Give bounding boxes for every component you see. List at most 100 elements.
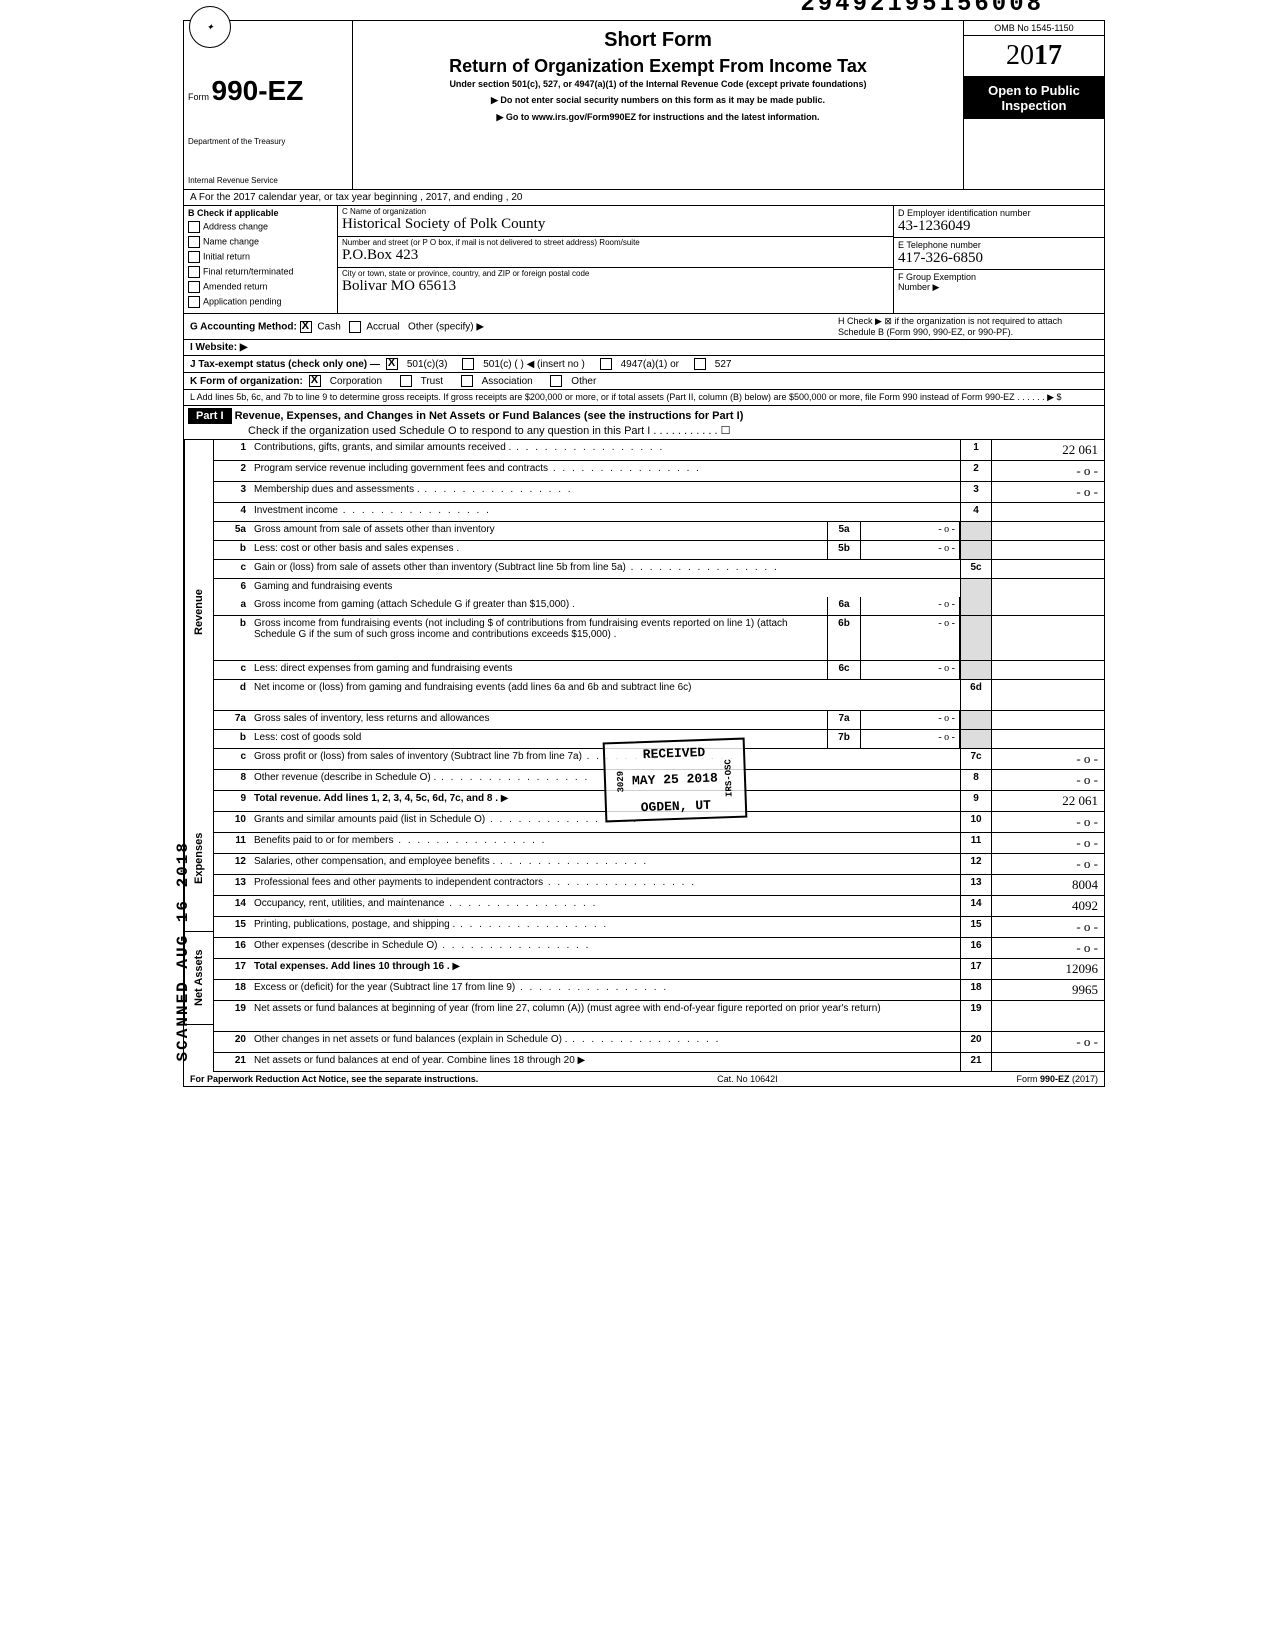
- line-4: 4Investment income4: [214, 503, 1104, 522]
- instructions-url: ▶ Go to www.irs.gov/Form990EZ for instru…: [361, 112, 955, 123]
- opt-other: Other: [571, 376, 596, 387]
- chk-4947[interactable]: [600, 358, 612, 370]
- chk-corporation[interactable]: [309, 375, 321, 387]
- form-number: 990-EZ: [212, 75, 304, 106]
- line-3: 3Membership dues and assessments .3- o -: [214, 482, 1104, 503]
- line-6b: bGross income from fundraising events (n…: [214, 616, 1104, 661]
- chk-label: Final return/terminated: [203, 266, 294, 276]
- other-label: Other (specify) ▶: [408, 321, 484, 332]
- phone-value: 417-326-6850: [898, 250, 1100, 267]
- line-12: 12Salaries, other compensation, and empl…: [214, 854, 1104, 875]
- row-j-tax-exempt: J Tax-exempt status (check only one) — 5…: [184, 356, 1104, 373]
- accounting-method: G Accounting Method: Cash Accrual Other …: [190, 321, 832, 333]
- chk-501c[interactable]: [462, 358, 474, 370]
- side-revenue: Revenue: [184, 440, 213, 785]
- irs-logo-icon: ✦: [189, 6, 231, 48]
- row-a-calendar-year: A For the 2017 calendar year, or tax yea…: [184, 190, 1104, 206]
- side-expenses: Expenses: [184, 785, 213, 932]
- org-address-value: P.O.Box 423: [342, 247, 889, 264]
- omb-number: OMB No 1545-1150: [964, 21, 1104, 36]
- opt-trust: Trust: [421, 376, 443, 387]
- form-title: Return of Organization Exempt From Incom…: [361, 56, 955, 77]
- form-word: Form: [188, 92, 209, 102]
- chk-cash[interactable]: [300, 321, 312, 333]
- g-label: G Accounting Method:: [190, 321, 297, 332]
- ein-value: 43-1236049: [898, 218, 1100, 235]
- line-6a: aGross income from gaming (attach Schedu…: [214, 597, 1104, 616]
- chk-name-change[interactable]: Name change: [188, 236, 333, 248]
- accrual-label: Accrual: [366, 321, 399, 332]
- field-label: City or town, state or province, country…: [342, 269, 889, 278]
- chk-application-pending[interactable]: Application pending: [188, 296, 333, 308]
- group-exemption-field[interactable]: F Group Exemption Number ▶: [894, 270, 1104, 298]
- header-center: Short Form Return of Organization Exempt…: [353, 21, 963, 189]
- form-label: Form 990-EZ: [188, 75, 348, 107]
- chk-final-return[interactable]: Final return/terminated: [188, 266, 333, 278]
- line-1: 1Contributions, gifts, grants, and simil…: [214, 440, 1104, 461]
- open-to-public: Open to Public Inspection: [964, 77, 1104, 119]
- org-city-field[interactable]: City or town, state or province, country…: [338, 268, 893, 298]
- field-label-2: Number ▶: [898, 282, 1100, 293]
- cash-label: Cash: [317, 321, 340, 332]
- section-c-org-info: C Name of organization Historical Societ…: [338, 206, 894, 313]
- chk-label: Initial return: [203, 251, 250, 261]
- field-label: F Group Exemption: [898, 272, 1100, 282]
- chk-association[interactable]: [461, 375, 473, 387]
- line-5a: 5aGross amount from sale of assets other…: [214, 522, 1104, 541]
- row-i-website[interactable]: I Website: ▶: [184, 340, 1104, 356]
- stamp-date: MAY 25 2018: [632, 771, 718, 789]
- opt-assoc: Association: [482, 376, 533, 387]
- part-1-check-line: Check if the organization used Schedule …: [188, 424, 1100, 437]
- chk-other-org[interactable]: [550, 375, 562, 387]
- footer-left: For Paperwork Reduction Act Notice, see …: [190, 1074, 478, 1084]
- chk-label: Application pending: [203, 296, 282, 306]
- l9-desc: Total revenue. Add lines 1, 2, 3, 4, 5c,…: [254, 793, 498, 804]
- chk-label: Name change: [203, 236, 259, 246]
- chk-amended-return[interactable]: Amended return: [188, 281, 333, 293]
- form-subtitle: Under section 501(c), 527, or 4947(a)(1)…: [361, 79, 955, 89]
- ein-field[interactable]: D Employer identification number 43-1236…: [894, 206, 1104, 238]
- org-city-value: Bolivar MO 65613: [342, 278, 889, 295]
- document-locator-number: 29492195156008: [800, 0, 1044, 18]
- chk-trust[interactable]: [400, 375, 412, 387]
- chk-501c3[interactable]: [386, 358, 398, 370]
- line-15: 15Printing, publications, postage, and s…: [214, 917, 1104, 938]
- part-1-title: Revenue, Expenses, and Changes in Net As…: [235, 410, 744, 422]
- row-k-form-org: K Form of organization: Corporation Trus…: [184, 373, 1104, 390]
- chk-address-change[interactable]: Address change: [188, 221, 333, 233]
- chk-accrual[interactable]: [349, 321, 361, 333]
- org-name-value: Historical Society of Polk County: [342, 216, 889, 233]
- org-address-field[interactable]: Number and street (or P O box, if mail i…: [338, 237, 893, 268]
- ssn-warning: ▶ Do not enter social security numbers o…: [361, 95, 955, 106]
- footer-right: Form 990-EZ (2017): [1016, 1074, 1098, 1084]
- received-stamp: RECEIVED 3029 MAY 25 2018 IRS-OSC OGDEN,…: [603, 738, 748, 823]
- chk-initial-return[interactable]: Initial return: [188, 251, 333, 263]
- line-5c: cGain or (loss) from sale of assets othe…: [214, 560, 1104, 579]
- line-13: 13Professional fees and other payments t…: [214, 875, 1104, 896]
- field-label: E Telephone number: [898, 240, 1100, 250]
- j-label: J Tax-exempt status (check only one) —: [190, 359, 380, 370]
- line-18: 18Excess or (deficit) for the year (Subt…: [214, 980, 1104, 1001]
- section-b-title: B Check if applicable: [188, 208, 279, 218]
- org-name-field[interactable]: C Name of organization Historical Societ…: [338, 206, 893, 237]
- line-17: 17Total expenses. Add lines 10 through 1…: [214, 959, 1104, 980]
- l21-desc: Net assets or fund balances at end of ye…: [254, 1055, 575, 1066]
- row-l-gross-receipts: L Add lines 5b, 6c, and 7b to line 9 to …: [184, 390, 1104, 406]
- opt-4947: 4947(a)(1) or: [621, 359, 679, 370]
- line-6c: cLess: direct expenses from gaming and f…: [214, 661, 1104, 680]
- dept-irs: Internal Revenue Service: [188, 176, 348, 185]
- line-7a: 7aGross sales of inventory, less returns…: [214, 711, 1104, 730]
- line-20: 20Other changes in net assets or fund ba…: [214, 1032, 1104, 1053]
- part-1-lines: RECEIVED 3029 MAY 25 2018 IRS-OSC OGDEN,…: [184, 440, 1104, 1072]
- section-b-checkboxes: B Check if applicable Address change Nam…: [184, 206, 338, 313]
- l17-desc: Total expenses. Add lines 10 through 16 …: [254, 961, 450, 972]
- side-net-assets: Net Assets: [184, 932, 213, 1025]
- open-public-1: Open to Public: [966, 83, 1102, 98]
- line-19: 19Net assets or fund balances at beginni…: [214, 1001, 1104, 1032]
- phone-field[interactable]: E Telephone number 417-326-6850: [894, 238, 1104, 270]
- stamp-code-2: IRS-OSC: [723, 759, 734, 797]
- row-h-schedule-b: H Check ▶ ⊠ if the organization is not r…: [838, 316, 1098, 337]
- chk-527[interactable]: [694, 358, 706, 370]
- opt-501c3: 501(c)(3): [407, 359, 448, 370]
- line-5b: bLess: cost or other basis and sales exp…: [214, 541, 1104, 560]
